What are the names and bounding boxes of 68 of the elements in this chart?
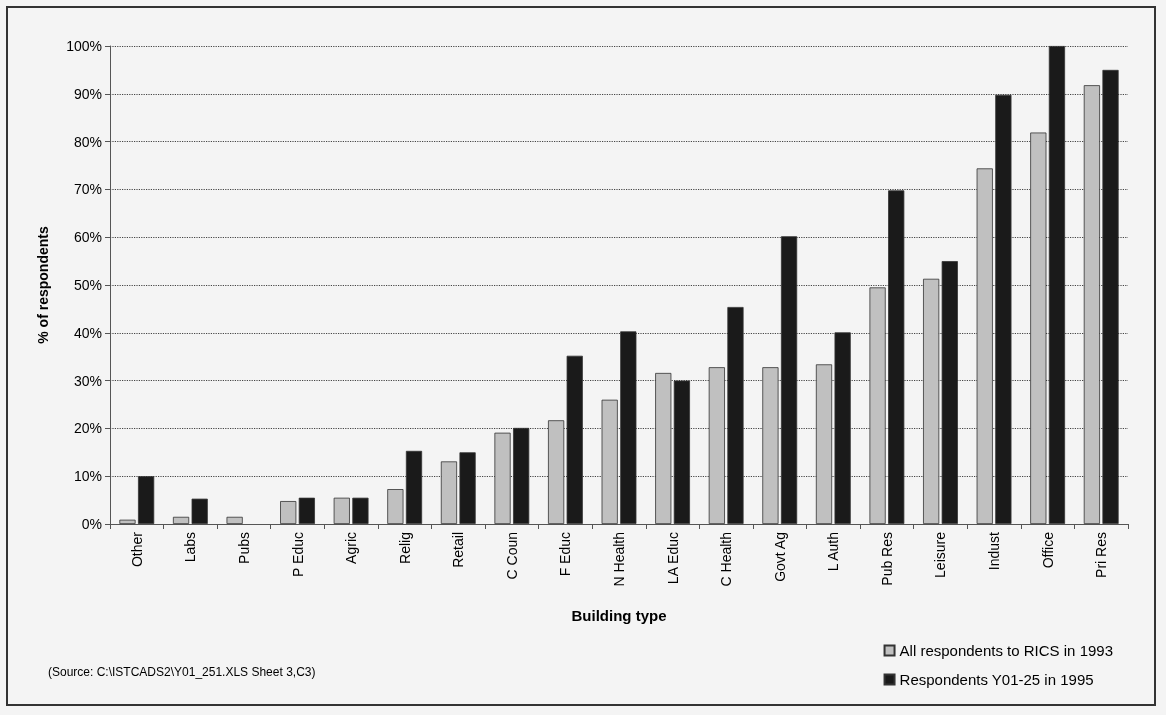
bar <box>226 516 243 524</box>
bar <box>780 236 798 524</box>
bar <box>138 476 155 524</box>
x-tick-label: Labs <box>182 532 199 563</box>
bar <box>1048 46 1066 524</box>
x-tick-label: Agric <box>343 532 360 564</box>
bar <box>119 519 136 524</box>
x-axis-title: Building type <box>571 607 667 624</box>
bar <box>708 367 725 524</box>
bar <box>405 450 423 524</box>
bar <box>1030 132 1047 524</box>
bar <box>869 287 886 524</box>
y-tick-label: 50% <box>73 277 102 293</box>
bar <box>352 497 369 524</box>
y-tick-label: 40% <box>73 324 102 341</box>
legend-label: All respondents to RICS in 1993 <box>899 642 1114 659</box>
x-tick-label: Retail <box>450 532 467 568</box>
bar <box>601 399 618 524</box>
x-tick-label: C Health <box>718 532 735 587</box>
y-tick-label: 100% <box>66 38 102 54</box>
x-tick-label: Other <box>128 531 145 568</box>
bar <box>494 432 511 524</box>
x-tick-label: F Educ <box>557 532 574 577</box>
bar <box>888 190 905 524</box>
x-tick-label: Govt Ag <box>771 532 788 582</box>
x-tick-label: Indust <box>986 531 1003 571</box>
bar <box>976 168 993 524</box>
x-tick-label: LA Educ <box>664 532 681 585</box>
bar <box>995 94 1012 524</box>
bar <box>459 452 476 524</box>
y-tick-label: 30% <box>73 372 102 389</box>
x-tick-label: P Educ <box>289 532 306 577</box>
x-tick-label: Office <box>1039 531 1056 569</box>
x-tick-label: Pub Res <box>878 532 895 586</box>
y-tick-label: 10% <box>73 468 102 485</box>
bar <box>1083 85 1100 524</box>
bar <box>727 306 744 524</box>
y-tick-label: 90% <box>73 85 102 102</box>
bar <box>815 364 833 524</box>
bar <box>834 332 851 524</box>
bar <box>762 367 779 524</box>
bar <box>191 498 208 524</box>
text: (Source: C:\ISTCADS2\Y01_251.XLS Sheet 3,C3) <box>48 665 316 679</box>
bar <box>673 380 690 524</box>
bar <box>548 420 565 524</box>
y-tick-label: 70% <box>73 181 102 198</box>
y-axis-title: % of respondents <box>35 226 51 344</box>
y-tick-label: 0% <box>81 516 102 532</box>
x-tick-label: N Health <box>611 532 627 587</box>
x-tick-label: Pubs <box>235 532 252 564</box>
bar <box>387 489 404 524</box>
y-tick-label: 80% <box>73 133 102 150</box>
x-tick-label: L Auth <box>825 532 842 572</box>
bar <box>172 516 190 524</box>
x-tick-label: Pri Res <box>1093 532 1110 578</box>
x-tick-label: C Coun <box>503 532 520 580</box>
bar <box>620 331 637 524</box>
bar <box>655 372 672 524</box>
bar <box>333 497 350 524</box>
bar <box>566 355 583 524</box>
x-tick-label: Relig <box>396 532 413 564</box>
legend-label: Respondents Y01-25 in 1995 <box>899 671 1094 688</box>
bar <box>440 461 458 524</box>
y-tick-label: 20% <box>73 420 102 437</box>
y-tick-label: 60% <box>73 229 102 246</box>
bar <box>513 427 530 524</box>
x-tick-label: Leisure <box>932 531 949 578</box>
bar <box>1102 69 1119 524</box>
